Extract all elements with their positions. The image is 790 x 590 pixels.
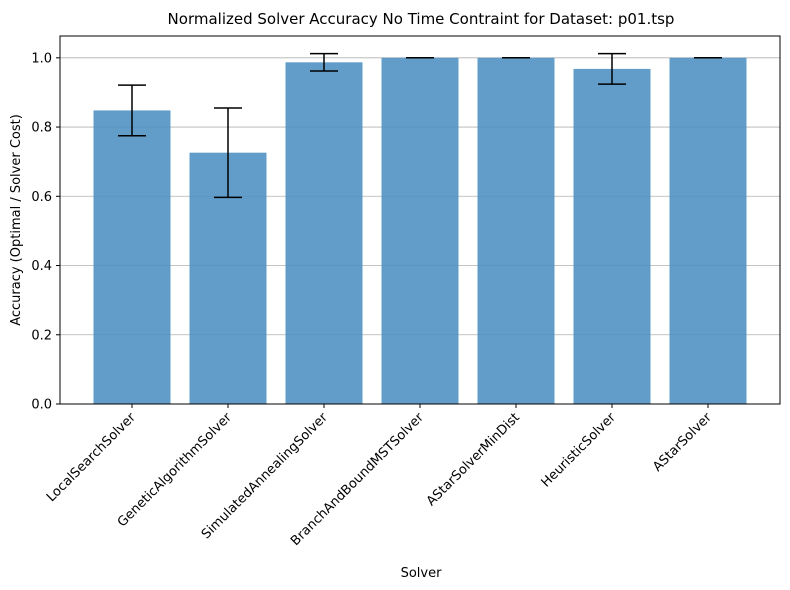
error-bars xyxy=(118,52,722,199)
bar-SimulatedAnnealingSolver xyxy=(285,62,363,404)
bar-BranchAndBoundMSTSolver xyxy=(381,57,459,405)
bar-HeuristicSolver xyxy=(573,68,651,404)
y-tick-label: 0.0 xyxy=(31,398,52,413)
bar-AStarSolverMinDist xyxy=(477,57,555,405)
x-tick-label: AStarSolverMinDist xyxy=(424,410,523,509)
bar-AStarSolver xyxy=(669,57,747,405)
bars xyxy=(93,57,747,405)
x-axis-label: Solver xyxy=(401,566,443,581)
y-axis-label: Accuracy (Optimal / Solver Cost) xyxy=(9,114,24,326)
x-tick-label: LocalSearchSolver xyxy=(44,410,139,505)
y-axis-ticks: 0.0 0.2 0.4 0.6 0.8 1.0 xyxy=(31,51,60,413)
x-axis-ticks: LocalSearchSolverGeneticAlgorithmSolverS… xyxy=(44,404,715,549)
y-tick-label: 0.8 xyxy=(31,121,52,136)
y-tick-label: 0.6 xyxy=(31,190,52,205)
chart-title: Normalized Solver Accuracy No Time Contr… xyxy=(168,10,675,28)
y-tick-label: 0.4 xyxy=(31,259,52,274)
y-tick-label: 1.0 xyxy=(31,51,52,66)
bar-LocalSearchSolver xyxy=(93,110,171,405)
x-tick-label: AStarSolver xyxy=(650,410,715,475)
y-tick-label: 0.2 xyxy=(31,328,52,343)
x-tick-label: HeuristicSolver xyxy=(539,410,620,491)
